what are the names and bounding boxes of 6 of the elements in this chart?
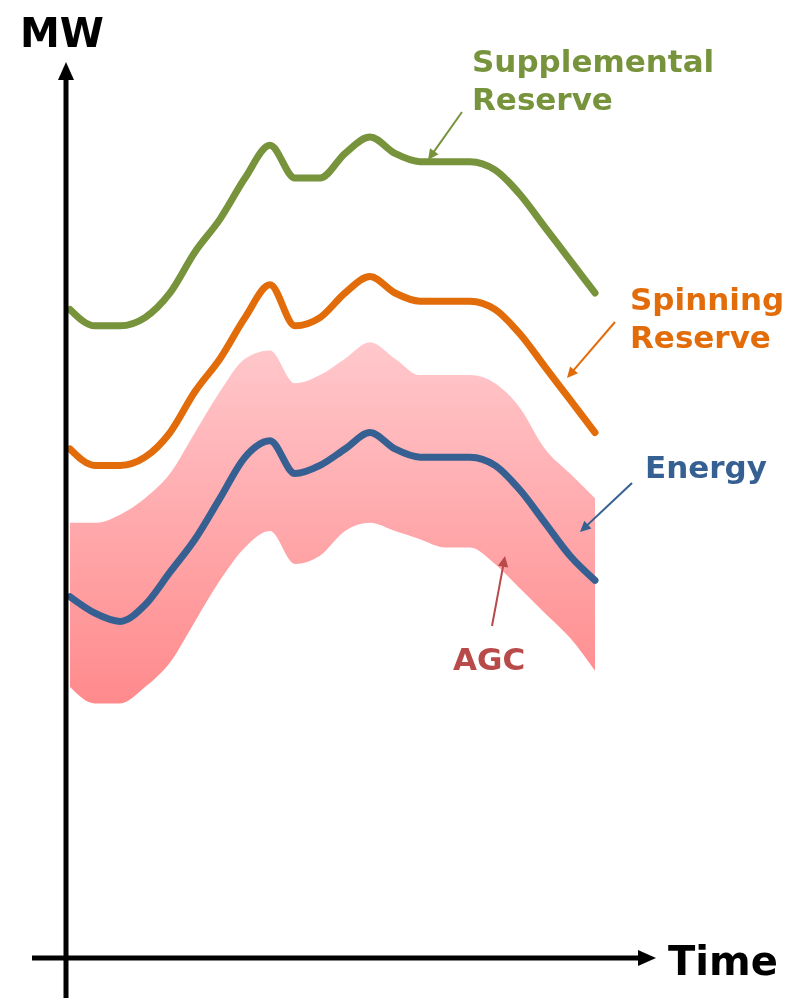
text: Spinning Reserve	[630, 281, 785, 355]
x-axis-title: Time	[668, 938, 778, 984]
annotation: AGC	[453, 641, 526, 677]
y-axis-title: MW	[20, 10, 104, 56]
series-label: Supplemental Reserve	[472, 43, 715, 117]
text: Energy	[645, 449, 767, 485]
